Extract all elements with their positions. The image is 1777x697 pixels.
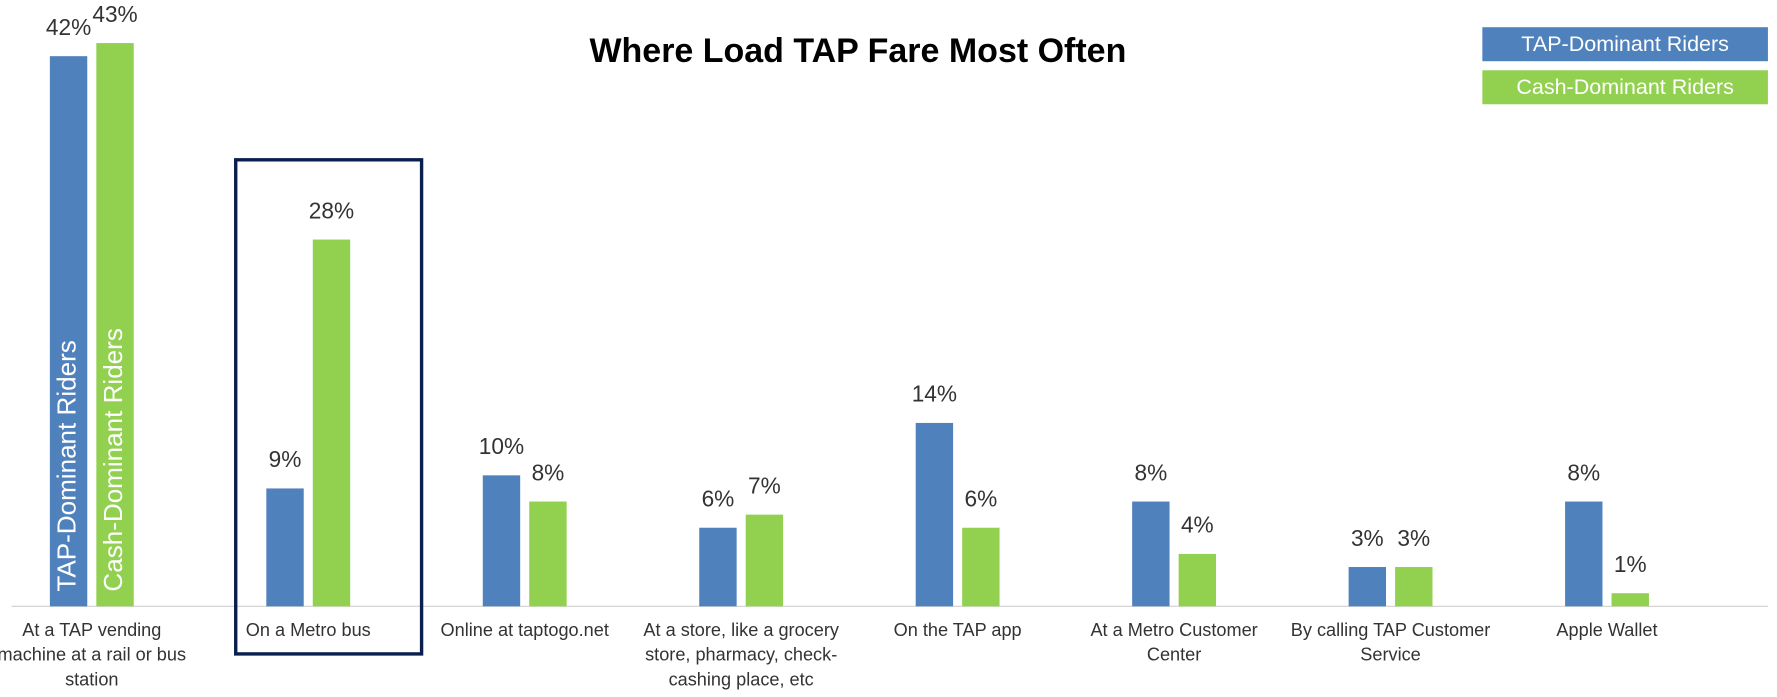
series-label: TAP-Dominant Riders <box>51 340 81 591</box>
value-label: 4% <box>1181 512 1214 538</box>
value-label: 7% <box>748 472 781 498</box>
value-label: 6% <box>702 486 735 512</box>
value-label: 8% <box>1567 459 1600 485</box>
x-tick-label-box: At a Metro Customer Center <box>1090 621 1258 666</box>
x-tick-label-box: On the TAP app <box>893 621 1022 641</box>
value-label: 10% <box>479 433 524 459</box>
x-tick-label: On the TAP app <box>893 621 1022 641</box>
value-label: 42% <box>46 14 91 40</box>
highlight-box <box>234 158 424 656</box>
bar <box>1132 501 1170 607</box>
legend-label: Cash-Dominant Riders <box>1516 75 1734 99</box>
x-tick-label: By calling TAP Customer Service <box>1290 621 1491 666</box>
bar <box>962 527 1000 607</box>
legend-label: TAP-Dominant Riders <box>1521 32 1729 56</box>
x-tick-label: Online at taptogo.net <box>440 621 609 641</box>
bar <box>915 422 954 607</box>
x-tick-label: At a Metro Customer Center <box>1090 621 1258 666</box>
bar <box>266 488 304 607</box>
x-tick-label-box: At a store, like a grocery store, pharma… <box>643 621 839 691</box>
bar <box>1178 553 1217 607</box>
value-label: 3% <box>1397 525 1430 551</box>
bar <box>529 501 567 607</box>
x-tick-label-box: On a Metro bus <box>245 621 371 641</box>
legend-swatch <box>1482 27 1768 62</box>
x-tick-label-box: At a TAP vending machine at a rail or bu… <box>0 621 187 691</box>
bar <box>1348 567 1387 607</box>
value-label: 3% <box>1351 525 1384 551</box>
bar <box>96 43 134 607</box>
value-label: 8% <box>1134 459 1167 485</box>
bar <box>699 527 737 607</box>
bar <box>1611 593 1649 607</box>
value-label: 9% <box>269 446 302 472</box>
series-label: Cash-Dominant Riders <box>98 328 128 591</box>
x-tick-label: At a store, like a grocery store, pharma… <box>643 621 839 691</box>
value-label: 1% <box>1614 551 1647 577</box>
bar <box>745 514 784 607</box>
value-label: 8% <box>532 459 565 485</box>
x-tick-label: Apple Wallet <box>1556 621 1658 641</box>
x-tick-label-box: Apple Wallet <box>1556 621 1658 641</box>
value-label: 6% <box>964 486 997 512</box>
x-tick-label: At a TAP vending machine at a rail or bu… <box>0 621 187 691</box>
value-label: 43% <box>92 1 137 27</box>
x-tick-label-box: Online at taptogo.net <box>440 621 609 641</box>
bar <box>1395 567 1433 607</box>
x-tick-label-box: By calling TAP Customer Service <box>1290 621 1491 666</box>
x-tick-label: On a Metro bus <box>245 621 371 641</box>
value-label: 14% <box>912 381 957 407</box>
value-label: 28% <box>309 197 354 223</box>
bar <box>1565 501 1603 607</box>
chart-title: Where Load TAP Fare Most Often <box>589 32 1126 70</box>
bar <box>49 56 88 607</box>
bar <box>482 475 521 607</box>
legend-swatch <box>1482 70 1768 105</box>
bar <box>312 239 351 607</box>
